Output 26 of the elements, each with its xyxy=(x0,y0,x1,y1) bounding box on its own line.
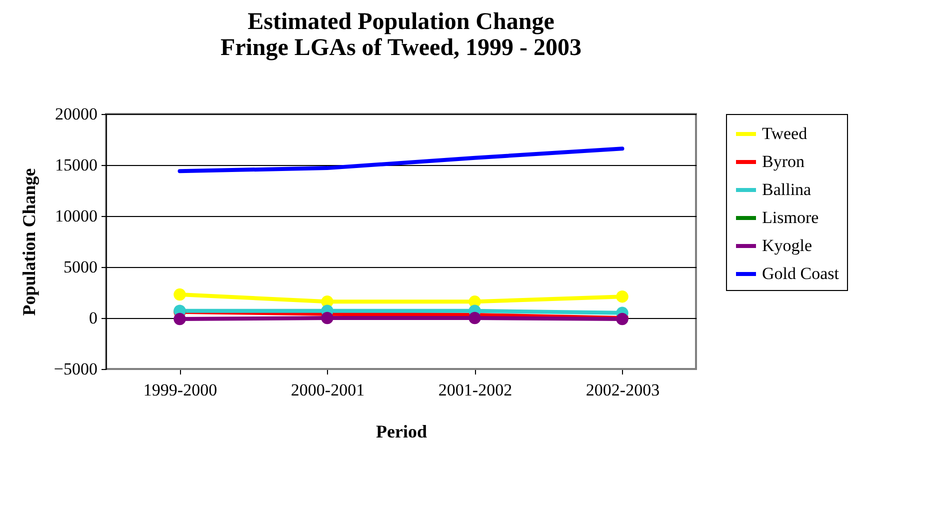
point xyxy=(616,290,628,303)
legend-label: Byron xyxy=(762,152,805,171)
point xyxy=(174,288,186,301)
legend-label: Ballina xyxy=(762,180,812,199)
y-tick-label: 10000 xyxy=(55,206,98,226)
line-series xyxy=(178,146,624,174)
x-tick-label: 1999-2000 xyxy=(143,380,218,400)
point xyxy=(321,312,334,324)
legend-label: Gold Coast xyxy=(762,264,840,283)
y-tick-label: 20000 xyxy=(55,104,98,124)
point xyxy=(174,312,186,326)
text: Estimated Population Change xyxy=(248,9,554,35)
x-tick-label: 2001-2002 xyxy=(438,380,512,400)
text: Fringe LGAs of Tweed, 1999 - 2003 xyxy=(220,35,582,61)
legend-label: Tweed xyxy=(762,124,808,143)
y-tick-label: 0 xyxy=(89,308,98,328)
x-tick-label: 2002-2003 xyxy=(586,380,660,400)
y-axis-title: Population Change xyxy=(18,168,39,316)
y-tick-label: 15000 xyxy=(55,156,98,174)
y-tick-label: 5000 xyxy=(64,258,98,276)
x-axis-title: Period xyxy=(376,422,427,442)
point xyxy=(468,312,481,324)
legend-label: Lismore xyxy=(762,208,819,227)
legend-label: Kyogle xyxy=(762,236,812,255)
x-tick-label: 2000-2001 xyxy=(290,380,365,400)
y-tick-label: −5000 xyxy=(54,360,98,378)
